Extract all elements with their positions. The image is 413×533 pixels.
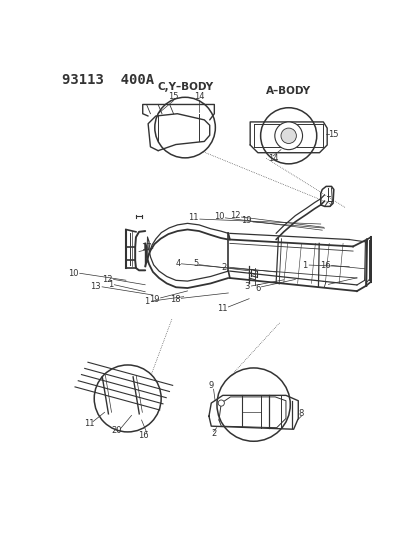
Text: 14: 14 [267,155,278,164]
Text: 12: 12 [102,275,112,284]
Text: 2: 2 [211,430,216,438]
Text: C,Y–BODY: C,Y–BODY [157,82,213,92]
Text: 9: 9 [208,381,214,390]
Circle shape [280,128,296,143]
Text: 16: 16 [319,261,330,270]
Text: 17: 17 [141,243,152,252]
Text: 1: 1 [144,297,149,306]
Text: 5: 5 [193,260,198,268]
Circle shape [260,108,316,164]
Circle shape [218,400,224,406]
Text: 20: 20 [111,426,121,435]
Text: 18: 18 [169,295,180,304]
Circle shape [216,368,290,441]
Text: 19: 19 [241,216,252,225]
Text: 11: 11 [84,418,94,427]
Circle shape [274,122,302,150]
Text: 1: 1 [108,280,113,289]
Text: 8: 8 [298,409,303,418]
Text: 11: 11 [188,213,199,222]
Text: 14: 14 [193,92,204,101]
Text: 16: 16 [138,431,148,440]
Text: 15: 15 [327,130,338,139]
Circle shape [154,98,215,158]
Text: 1: 1 [301,261,306,270]
Text: 13: 13 [90,282,101,292]
Text: 10: 10 [68,269,78,278]
Text: A–BODY: A–BODY [266,86,311,95]
Text: 6: 6 [255,284,261,293]
Text: 19: 19 [149,295,159,304]
Text: 3: 3 [244,282,249,292]
Text: 10: 10 [214,212,224,221]
Text: 11: 11 [216,304,227,313]
Text: 4: 4 [175,259,180,268]
Text: 93113  400A: 93113 400A [62,73,154,87]
Text: 2: 2 [221,263,226,272]
Text: 7: 7 [320,281,326,290]
Text: 12: 12 [230,211,240,220]
Circle shape [94,365,161,432]
Text: 15: 15 [168,92,178,101]
